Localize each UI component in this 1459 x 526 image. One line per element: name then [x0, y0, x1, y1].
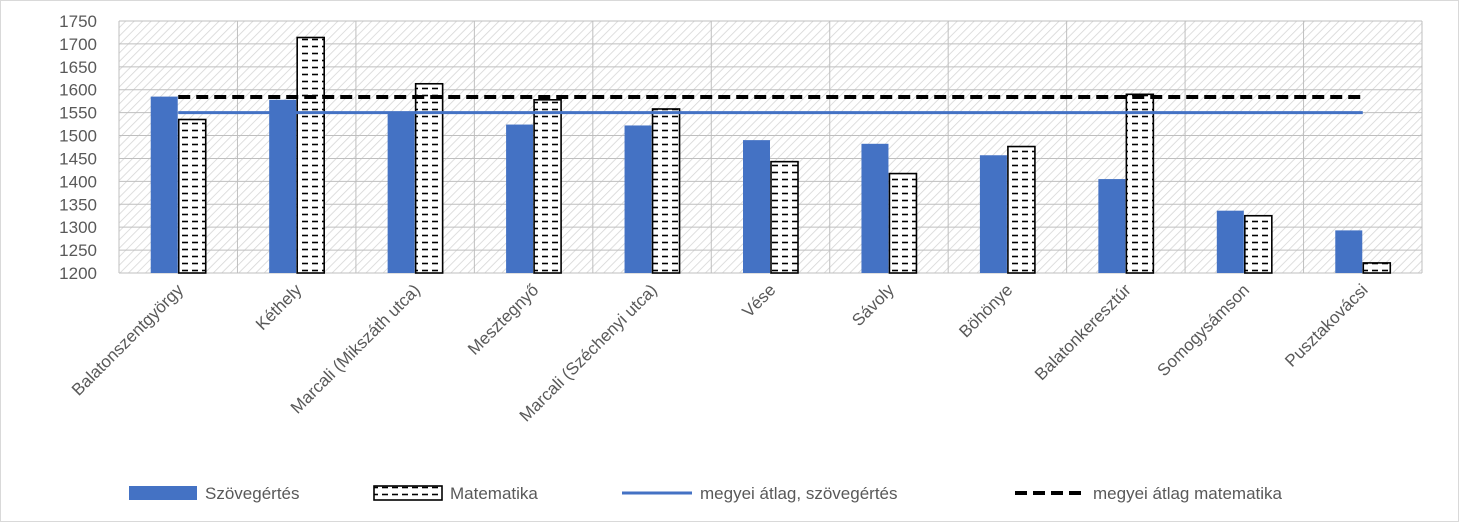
bar-matematika — [1007, 145, 1036, 274]
bar-matematika — [177, 118, 207, 274]
y-tick-label: 1550 — [59, 104, 97, 123]
bar-szovegertes — [624, 125, 652, 273]
legend-swatch-matematika — [373, 485, 443, 501]
bar-matematika — [414, 82, 444, 274]
bar-szovegertes — [387, 112, 415, 273]
bar-szovegertes — [743, 140, 770, 273]
x-category-label: Mesztegnyő — [464, 280, 542, 358]
legend-label-matematika: Matematika — [450, 484, 538, 503]
x-category-label: Sávoly — [848, 280, 898, 330]
y-tick-label: 1600 — [59, 81, 97, 100]
y-tick-label: 1650 — [59, 58, 97, 77]
bar-szovegertes — [269, 99, 297, 273]
x-category-label: Balatonkeresztúr — [1031, 280, 1135, 384]
bar-matematika — [1362, 262, 1392, 274]
x-category-label: Vése — [738, 280, 779, 321]
bar-matematika — [1244, 214, 1273, 274]
bar-szovegertes — [506, 124, 534, 273]
y-tick-label: 1350 — [59, 195, 97, 214]
x-category-label: Somogysámson — [1154, 280, 1254, 380]
x-category-label: Pusztakovácsi — [1281, 280, 1371, 370]
y-tick-label: 1450 — [59, 149, 97, 168]
bar-szovegertes — [150, 96, 178, 273]
y-tick-label: 1300 — [59, 218, 97, 237]
bar-matematika — [533, 99, 562, 274]
y-tick-label: 1700 — [59, 35, 97, 54]
bar-szovegertes — [1216, 210, 1244, 273]
bar-szovegertes — [861, 143, 889, 273]
x-category-label: Böhönye — [955, 280, 1016, 341]
y-tick-label: 1200 — [59, 264, 97, 283]
bar-matematika — [888, 172, 918, 274]
bar-szovegertes — [1335, 230, 1363, 273]
bar-matematika — [651, 108, 681, 274]
x-category-label: Kéthely — [252, 280, 306, 334]
y-tick-label: 1500 — [59, 127, 97, 146]
x-category-label: Balatonszentgyörgy — [68, 280, 187, 399]
y-tick-label: 1250 — [59, 241, 97, 260]
bar-matematika — [296, 36, 325, 274]
bar-matematika — [1125, 93, 1155, 274]
legend-label-megyei-matematika: megyei átlag matematika — [1093, 484, 1283, 503]
legend-label-megyei-szovegertes: megyei átlag, szövegértés — [700, 484, 898, 503]
bar-szovegertes — [1098, 179, 1126, 273]
bar-matematika — [770, 160, 799, 274]
legend-swatch-szovegertes — [129, 486, 197, 500]
y-tick-label: 1750 — [59, 12, 97, 31]
legend-label-szovegertes: Szövegértés — [205, 484, 300, 503]
x-category-label: Marcali (Széchenyi utca) — [516, 280, 661, 425]
x-category-label: Marcali (Mikszáth utca) — [287, 280, 424, 417]
bar-szovegertes — [979, 155, 1007, 273]
y-tick-label: 1400 — [59, 172, 97, 191]
